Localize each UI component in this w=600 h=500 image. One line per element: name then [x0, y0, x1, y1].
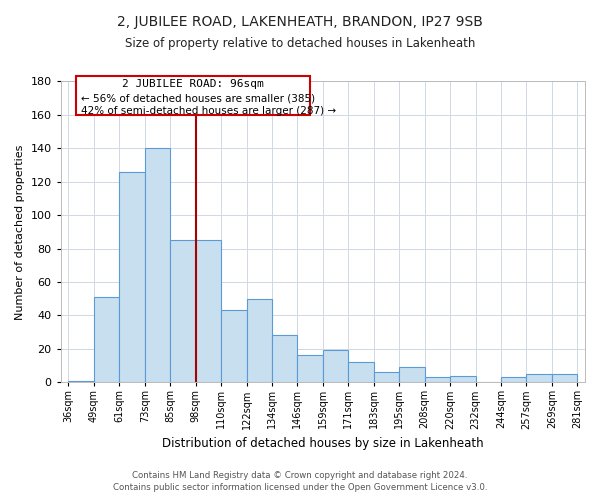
Bar: [221, 310, 247, 382]
Bar: [526, 374, 552, 382]
Text: ← 56% of detached houses are smaller (385): ← 56% of detached houses are smaller (38…: [81, 93, 315, 103]
Text: 42% of semi-detached houses are larger (287) →: 42% of semi-detached houses are larger (…: [81, 106, 336, 117]
Bar: [399, 367, 425, 382]
Bar: [374, 372, 399, 382]
Bar: [298, 356, 323, 382]
Text: Contains HM Land Registry data © Crown copyright and database right 2024.
Contai: Contains HM Land Registry data © Crown c…: [113, 471, 487, 492]
Bar: [425, 377, 450, 382]
Text: 2, JUBILEE ROAD, LAKENHEATH, BRANDON, IP27 9SB: 2, JUBILEE ROAD, LAKENHEATH, BRANDON, IP…: [117, 15, 483, 29]
Y-axis label: Number of detached properties: Number of detached properties: [15, 144, 25, 320]
Bar: [196, 240, 221, 382]
Bar: [145, 148, 170, 382]
Bar: [94, 297, 119, 382]
Bar: [170, 240, 196, 382]
FancyBboxPatch shape: [76, 76, 310, 115]
Bar: [68, 380, 94, 382]
Bar: [119, 172, 145, 382]
Bar: [247, 298, 272, 382]
Bar: [450, 376, 476, 382]
Text: Size of property relative to detached houses in Lakenheath: Size of property relative to detached ho…: [125, 38, 475, 51]
Bar: [349, 362, 374, 382]
Text: 2 JUBILEE ROAD: 96sqm: 2 JUBILEE ROAD: 96sqm: [122, 79, 264, 89]
X-axis label: Distribution of detached houses by size in Lakenheath: Distribution of detached houses by size …: [162, 437, 484, 450]
Bar: [501, 377, 526, 382]
Bar: [552, 374, 577, 382]
Bar: [272, 336, 298, 382]
Bar: [323, 350, 349, 382]
